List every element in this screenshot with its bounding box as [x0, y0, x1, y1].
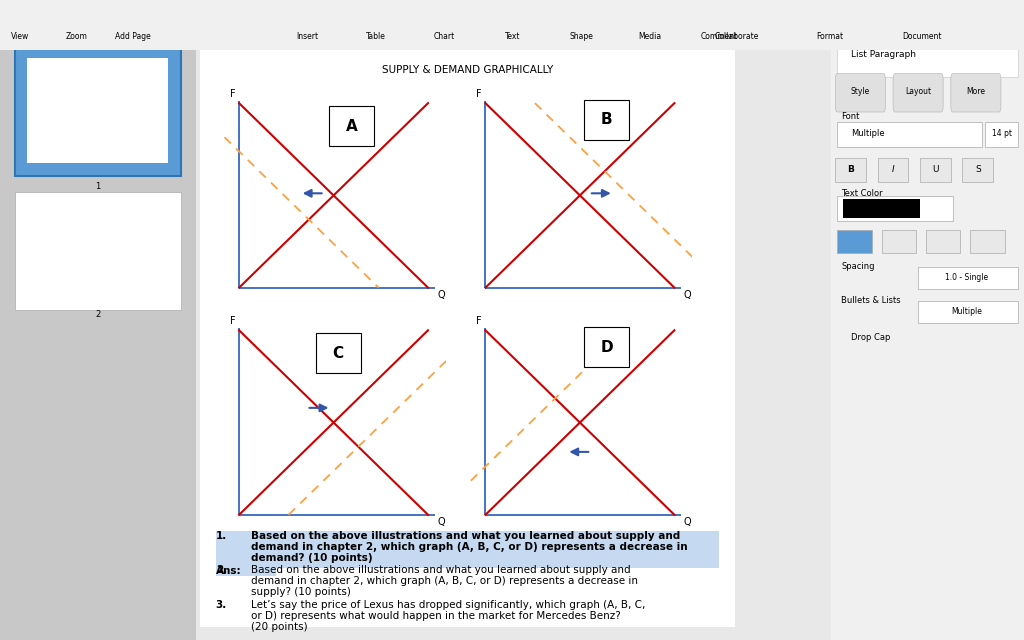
FancyBboxPatch shape [14, 45, 181, 176]
FancyBboxPatch shape [585, 100, 630, 140]
Text: Q: Q [437, 517, 444, 527]
FancyBboxPatch shape [585, 327, 630, 367]
Text: Drop Cap: Drop Cap [851, 333, 890, 342]
Text: demand? (10 points): demand? (10 points) [251, 553, 373, 563]
Text: S: S [975, 165, 981, 174]
Text: Based on the above illustrations and what you learned about supply and: Based on the above illustrations and wha… [251, 531, 680, 541]
Text: Spacing: Spacing [841, 262, 874, 271]
Text: F: F [229, 316, 236, 326]
Text: 3.: 3. [216, 600, 227, 611]
Text: A: A [346, 118, 357, 134]
FancyBboxPatch shape [919, 267, 1018, 289]
FancyBboxPatch shape [28, 58, 168, 163]
Text: Based on the above illustrations and what you learned about supply and: Based on the above illustrations and wha… [251, 564, 631, 575]
FancyBboxPatch shape [920, 158, 951, 182]
FancyBboxPatch shape [926, 230, 961, 253]
FancyBboxPatch shape [838, 122, 982, 147]
Text: Text Color: Text Color [841, 189, 883, 198]
FancyBboxPatch shape [970, 230, 1005, 253]
Text: Ans:: Ans: [216, 566, 242, 576]
Text: Let’s say the price of Lexus has dropped significantly, which graph (A, B, C,: Let’s say the price of Lexus has dropped… [251, 600, 645, 611]
Text: demand in chapter 2, which graph (A, B, C, or D) represents a decrease in: demand in chapter 2, which graph (A, B, … [251, 542, 687, 552]
Text: SUPPLY & DEMAND GRAPHICALLY: SUPPLY & DEMAND GRAPHICALLY [382, 65, 553, 75]
Text: (20 points): (20 points) [251, 622, 307, 632]
Text: Zoom: Zoom [66, 32, 88, 41]
Text: 1: 1 [95, 182, 100, 191]
Text: B: B [601, 113, 612, 127]
Text: demand in chapter 2, which graph (A, B, C, or D) represents a decrease in: demand in chapter 2, which graph (A, B, … [251, 576, 638, 586]
Text: Insert: Insert [296, 32, 318, 41]
Text: F: F [229, 89, 236, 99]
Text: or D) represents what would happen in the market for Mercedes Benz?: or D) represents what would happen in th… [251, 611, 621, 621]
Text: 1.: 1. [216, 531, 227, 541]
Text: Shape: Shape [569, 32, 594, 41]
Text: Collaborate: Collaborate [715, 32, 760, 41]
Text: F: F [476, 316, 481, 326]
FancyBboxPatch shape [216, 531, 719, 568]
FancyBboxPatch shape [985, 122, 1018, 147]
FancyBboxPatch shape [836, 74, 886, 112]
Text: Document: Document [902, 32, 941, 41]
FancyBboxPatch shape [14, 192, 181, 310]
Text: Q: Q [683, 517, 691, 527]
FancyBboxPatch shape [843, 199, 920, 218]
FancyBboxPatch shape [951, 74, 1000, 112]
FancyBboxPatch shape [838, 230, 871, 253]
FancyBboxPatch shape [838, 196, 952, 221]
Text: List Paragraph: List Paragraph [851, 50, 915, 59]
Text: Q: Q [437, 290, 444, 300]
FancyBboxPatch shape [838, 35, 1018, 77]
Text: Comment: Comment [700, 32, 737, 41]
Text: Font: Font [841, 112, 859, 121]
Text: B: B [847, 165, 854, 174]
Text: Format: Format [816, 32, 843, 41]
Text: Multiple: Multiple [951, 307, 982, 316]
FancyBboxPatch shape [963, 158, 993, 182]
Text: U: U [932, 165, 939, 174]
Text: Q: Q [683, 290, 691, 300]
FancyBboxPatch shape [893, 74, 943, 112]
Text: Chart: Chart [434, 32, 455, 41]
Text: I: I [892, 165, 894, 174]
Text: Multiple: Multiple [851, 129, 885, 138]
Text: D: D [601, 340, 613, 355]
Text: supply? (10 points): supply? (10 points) [251, 587, 351, 597]
Text: C: C [333, 346, 344, 361]
Text: Bullets & Lists: Bullets & Lists [841, 296, 901, 305]
Text: Pages: Pages [83, 29, 113, 39]
Text: Media: Media [639, 32, 662, 41]
Text: 14 pt: 14 pt [992, 129, 1012, 138]
FancyBboxPatch shape [919, 301, 1018, 323]
Text: View: View [11, 32, 30, 41]
FancyBboxPatch shape [329, 106, 374, 146]
FancyBboxPatch shape [315, 333, 360, 373]
Text: 1.0 - Single: 1.0 - Single [945, 273, 988, 282]
FancyBboxPatch shape [882, 230, 916, 253]
Text: Add Page: Add Page [116, 32, 151, 41]
Text: Text: Text [918, 26, 938, 36]
Text: 2.: 2. [216, 564, 227, 575]
Text: More: More [967, 87, 985, 96]
Text: Text: Text [505, 32, 521, 41]
FancyBboxPatch shape [216, 566, 276, 576]
Text: Table: Table [366, 32, 386, 41]
Text: Layout: Layout [905, 87, 931, 96]
Text: 2: 2 [95, 310, 100, 319]
Text: Style: Style [851, 87, 870, 96]
FancyBboxPatch shape [878, 158, 908, 182]
Text: F: F [476, 89, 481, 99]
FancyBboxPatch shape [836, 158, 866, 182]
